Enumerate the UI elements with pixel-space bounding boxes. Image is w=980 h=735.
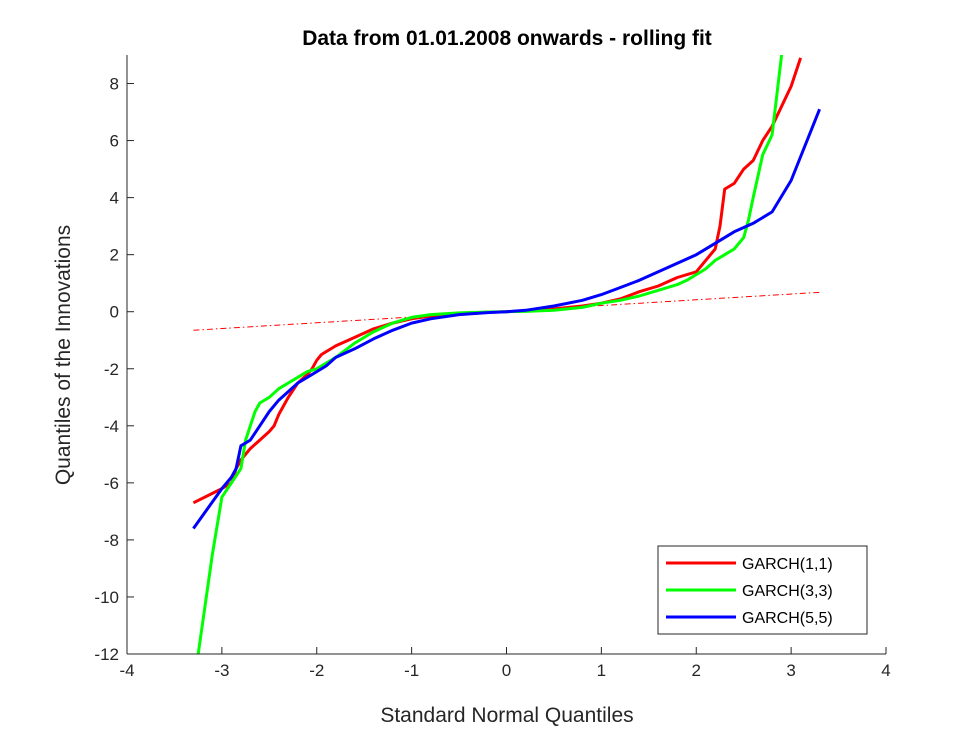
y-ticks: -12 -10 -8 -6 -4 -2 0 2 4 6 8: [94, 75, 134, 664]
y-tick-label: 4: [110, 189, 119, 208]
x-ticks: -4 -3 -2 -1 0 1 2 3 4: [119, 647, 891, 680]
y-tick-label: -2: [104, 360, 119, 379]
x-tick-label: 3: [786, 661, 795, 680]
chart-title: Data from 01.01.2008 onwards - rolling f…: [302, 27, 712, 50]
legend-label-garch11: GARCH(1,1): [742, 556, 833, 573]
y-tick-label: 0: [110, 303, 119, 322]
legend-label-garch33: GARCH(3,3): [742, 583, 833, 600]
x-tick-label: -1: [404, 661, 419, 680]
x-tick-label: -4: [119, 661, 134, 680]
x-tick-label: -2: [309, 661, 324, 680]
y-tick-label: 2: [110, 246, 119, 265]
x-tick-label: -3: [214, 661, 229, 680]
x-tick-label: 0: [502, 661, 511, 680]
legend-label-garch55: GARCH(5,5): [742, 610, 833, 627]
x-tick-label: 4: [881, 661, 890, 680]
y-tick-label: -12: [94, 645, 119, 664]
x-tick-label: 1: [597, 661, 606, 680]
series-layer: [192, 55, 821, 654]
x-tick-label: 2: [692, 661, 701, 680]
series-line-garch55: [192, 108, 821, 530]
y-axis-label: Quantiles of the Innovations: [52, 225, 75, 485]
y-tick-label: -6: [104, 474, 119, 493]
y-tick-label: -10: [94, 588, 119, 607]
y-tick-label: -8: [104, 531, 119, 550]
x-axis-label: Standard Normal Quantiles: [380, 704, 633, 727]
y-tick-label: 6: [110, 132, 119, 151]
y-tick-label: -4: [104, 417, 119, 436]
y-tick-label: 8: [110, 75, 119, 94]
legend: GARCH(1,1) GARCH(3,3) GARCH(5,5): [657, 545, 868, 635]
